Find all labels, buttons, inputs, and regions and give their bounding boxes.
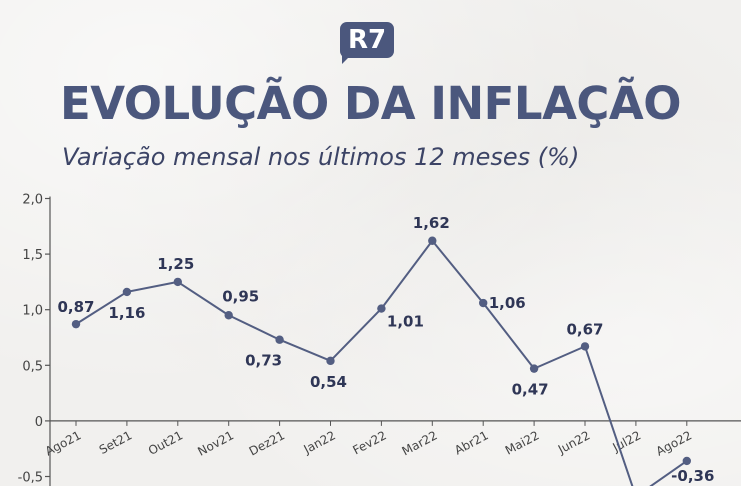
data-point	[580, 342, 590, 351]
data-label: 0,87	[57, 298, 94, 316]
chart-labels: 0,87 1,16 1,25 0,95 0,73 0,54 1,01 1,62 1,06 0,47…	[57, 214, 714, 485]
y-tick-label: 0,5	[22, 359, 43, 374]
x-tick-label: Mar22	[400, 428, 440, 458]
x-tick-label: Dez21	[247, 428, 287, 458]
x-tick-label: Fev22	[350, 428, 388, 457]
data-point	[224, 311, 233, 320]
x-tick-label: Ago22	[654, 428, 695, 458]
data-point	[71, 319, 81, 329]
x-tick-label: Out21	[146, 428, 185, 458]
data-point	[326, 356, 335, 366]
data-point	[479, 298, 488, 308]
x-tick-label: Set21	[97, 428, 134, 457]
chart-series	[71, 236, 691, 486]
data-point	[529, 364, 539, 373]
x-tick-label: Mai22	[503, 428, 542, 457]
data-point	[122, 287, 132, 297]
y-tick-label: 2,0	[22, 193, 43, 208]
logo-text: R7	[340, 22, 394, 58]
x-tick-label: Jun22	[555, 428, 593, 457]
chart-subtitle: Variação mensal nos últimos 12 meses (%)	[62, 143, 580, 171]
x-tick-label: Nov21	[195, 428, 236, 459]
data-label: 1,01	[387, 313, 424, 331]
y-tick-label: -0,5	[18, 471, 43, 486]
y-tick-label: 1,5	[22, 248, 43, 263]
data-label: 1,25	[157, 255, 194, 273]
data-label: 1,62	[413, 214, 450, 232]
data-point	[377, 304, 386, 313]
data-label: 0,95	[222, 287, 259, 305]
data-point	[682, 456, 691, 466]
data-label: 1,16	[108, 304, 145, 322]
r7-logo: R7	[340, 22, 394, 64]
data-point	[428, 236, 437, 245]
data-point	[275, 335, 284, 344]
x-tick-label: Jan22	[301, 428, 338, 457]
data-point	[173, 277, 182, 287]
data-label: 0,54	[310, 373, 347, 391]
data-label: 1,06	[489, 294, 526, 312]
x-tick-label: Abr21	[452, 428, 490, 457]
data-label: 0,73	[245, 352, 282, 370]
data-label: -0,36	[671, 467, 714, 485]
y-tick-label: 1,0	[22, 304, 43, 319]
data-label: 0,47	[512, 381, 549, 399]
y-tick-label: 0	[35, 415, 43, 430]
chart-title: EVOLUÇÃO DA INFLAÇÃO	[59, 77, 682, 130]
data-label: 0,67	[566, 320, 603, 338]
x-tick-label: Ago21	[43, 428, 84, 458]
